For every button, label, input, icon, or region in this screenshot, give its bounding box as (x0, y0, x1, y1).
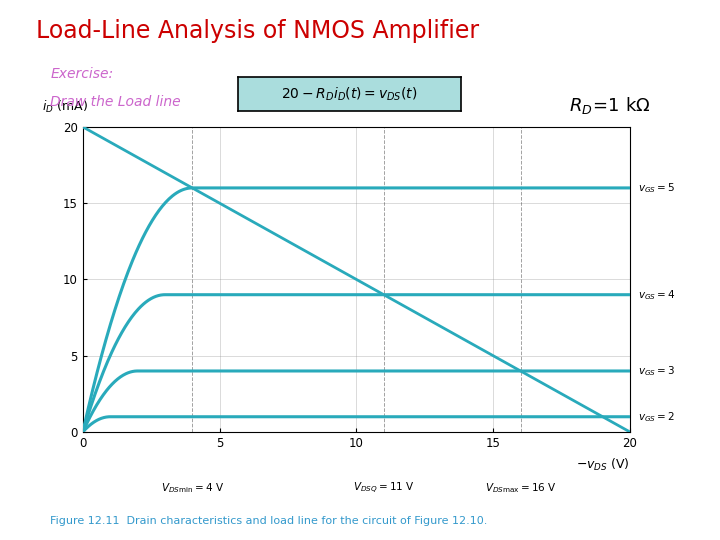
Text: $20 - R_D i_D(t) = v_{DS}(t)$: $20 - R_D i_D(t) = v_{DS}(t)$ (281, 85, 418, 103)
Text: Figure 12.11  Drain characteristics and load line for the circuit of Figure 12.1: Figure 12.11 Drain characteristics and l… (50, 516, 487, 526)
Text: $v_{GS}=5$: $v_{GS}=5$ (638, 181, 675, 195)
Text: Exercise:: Exercise: (50, 68, 114, 82)
Text: $v_{GS}=2$: $v_{GS}=2$ (638, 410, 675, 424)
Text: $v_{GS}=3$: $v_{GS}=3$ (638, 364, 675, 378)
Text: $V_{DS\mathrm{min}} = 4\ \mathrm{V}$: $V_{DS\mathrm{min}} = 4\ \mathrm{V}$ (161, 481, 224, 495)
Text: Load-Line Analysis of NMOS Amplifier: Load-Line Analysis of NMOS Amplifier (36, 19, 479, 43)
Text: $V_{DS\mathrm{max}} = 16\ \mathrm{V}$: $V_{DS\mathrm{max}} = 16\ \mathrm{V}$ (485, 481, 557, 495)
Text: $- v_{DS}\ \mathrm{(V)}$: $- v_{DS}\ \mathrm{(V)}$ (576, 456, 630, 472)
Text: $V_{DSQ} = 11\ \mathrm{V}$: $V_{DSQ} = 11\ \mathrm{V}$ (353, 481, 415, 496)
Text: $v_{GS}=4$: $v_{GS}=4$ (638, 288, 675, 302)
Text: Draw the Load line: Draw the Load line (50, 94, 181, 109)
Text: $R_D\!=\!1\ \mathrm{k}\Omega$: $R_D\!=\!1\ \mathrm{k}\Omega$ (569, 94, 650, 116)
Text: $i_D\ \mathrm{(mA)}$: $i_D\ \mathrm{(mA)}$ (42, 99, 88, 114)
